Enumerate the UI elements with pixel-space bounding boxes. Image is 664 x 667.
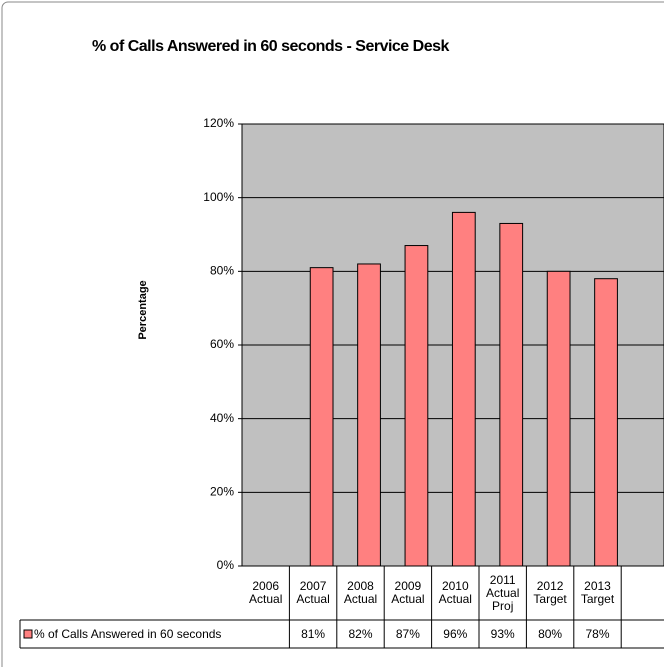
data-label: 87% <box>395 626 420 641</box>
x-tick-label: 2011 Actual Proj <box>486 572 520 613</box>
x-tick-label: 2007 Actual <box>296 579 330 606</box>
y-tick-label: 80% <box>210 264 234 278</box>
y-tick-label: 100% <box>203 190 234 204</box>
bar <box>594 278 618 567</box>
y-tick-label: 0% <box>217 558 235 572</box>
y-axis-label: Percentage <box>137 280 149 339</box>
data-label: 82% <box>348 626 373 641</box>
bar <box>357 263 381 567</box>
data-label: 80% <box>538 626 563 641</box>
legend-key <box>23 629 33 639</box>
data-label: 78% <box>585 626 610 641</box>
data-label: 93% <box>490 626 515 641</box>
x-tick-label: 2010 Actual <box>438 579 472 606</box>
bar <box>309 267 334 567</box>
data-label: 96% <box>443 626 468 641</box>
data-label: 81% <box>301 626 326 641</box>
x-tick-label: 2008 Actual <box>343 579 378 606</box>
chart-title: % of Calls Answered in 60 seconds - Serv… <box>92 38 450 55</box>
y-tick-label: 20% <box>210 485 234 499</box>
y-tick-label: 120% <box>203 116 234 130</box>
x-tick-label: 2012 Target <box>533 579 567 606</box>
y-tick-label: 60% <box>210 337 234 351</box>
bar <box>404 245 429 567</box>
x-tick-label: 2006 Actual <box>249 579 283 606</box>
bar <box>546 270 571 567</box>
x-tick-label: 2013 Target <box>580 579 615 606</box>
bar <box>451 211 476 567</box>
legend-label: % of Calls Answered in 60 seconds <box>34 626 222 641</box>
y-tick-label: 40% <box>210 411 234 425</box>
x-tick-label: 2009 Actual <box>391 579 425 606</box>
bar <box>499 222 524 567</box>
